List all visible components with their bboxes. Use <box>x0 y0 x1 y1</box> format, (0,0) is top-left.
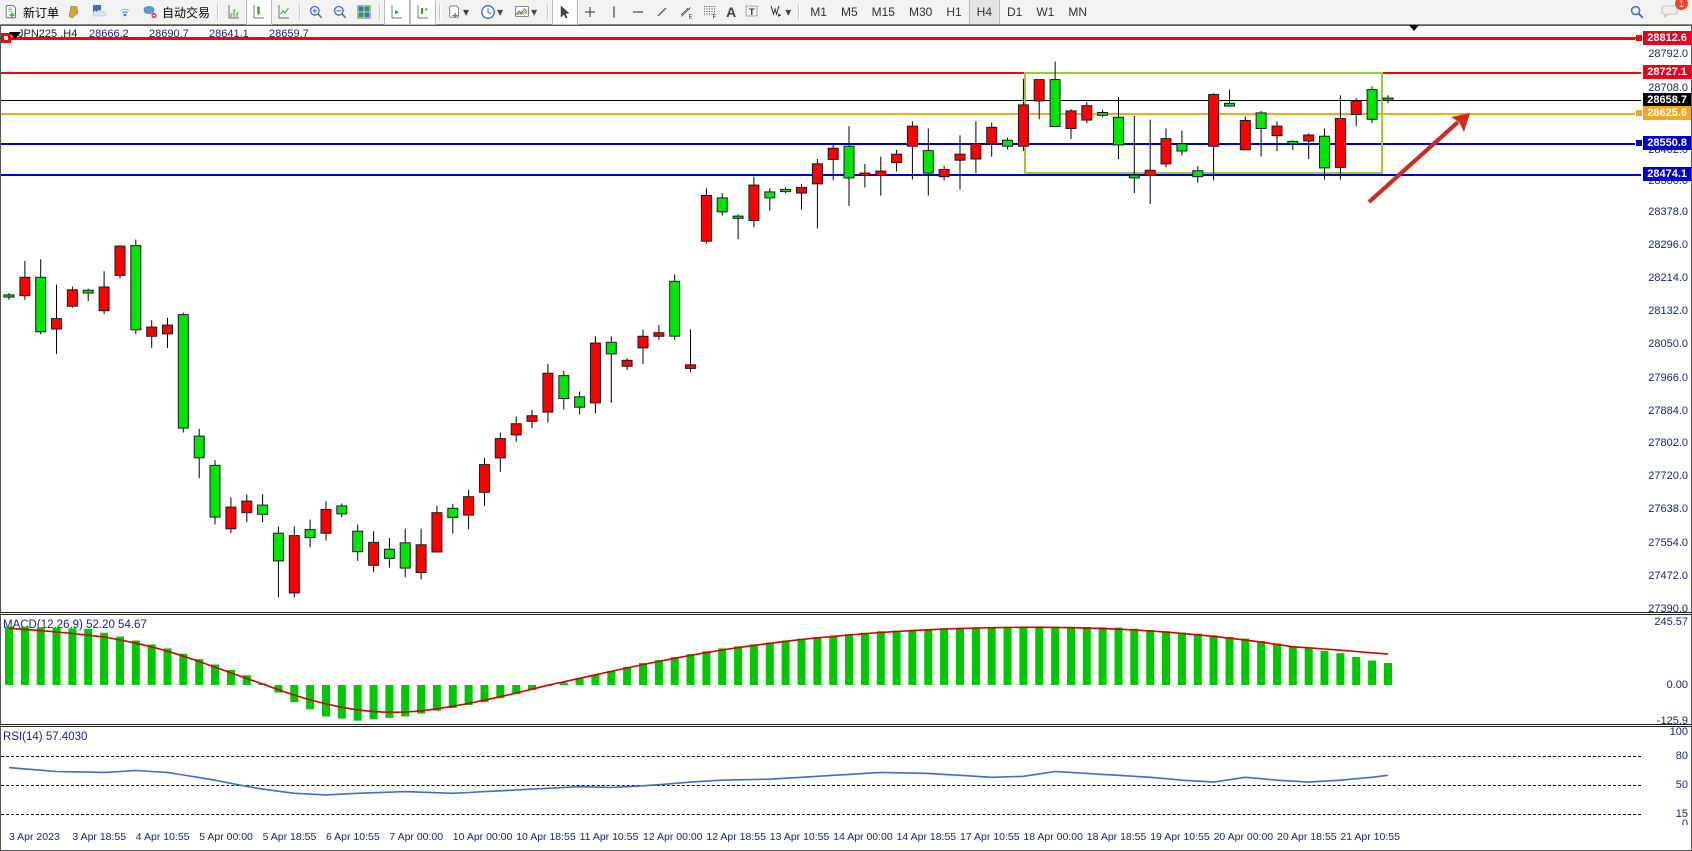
svg-text:E: E <box>689 15 693 21</box>
svg-text:T: T <box>749 7 755 17</box>
svg-text:F: F <box>713 15 717 21</box>
